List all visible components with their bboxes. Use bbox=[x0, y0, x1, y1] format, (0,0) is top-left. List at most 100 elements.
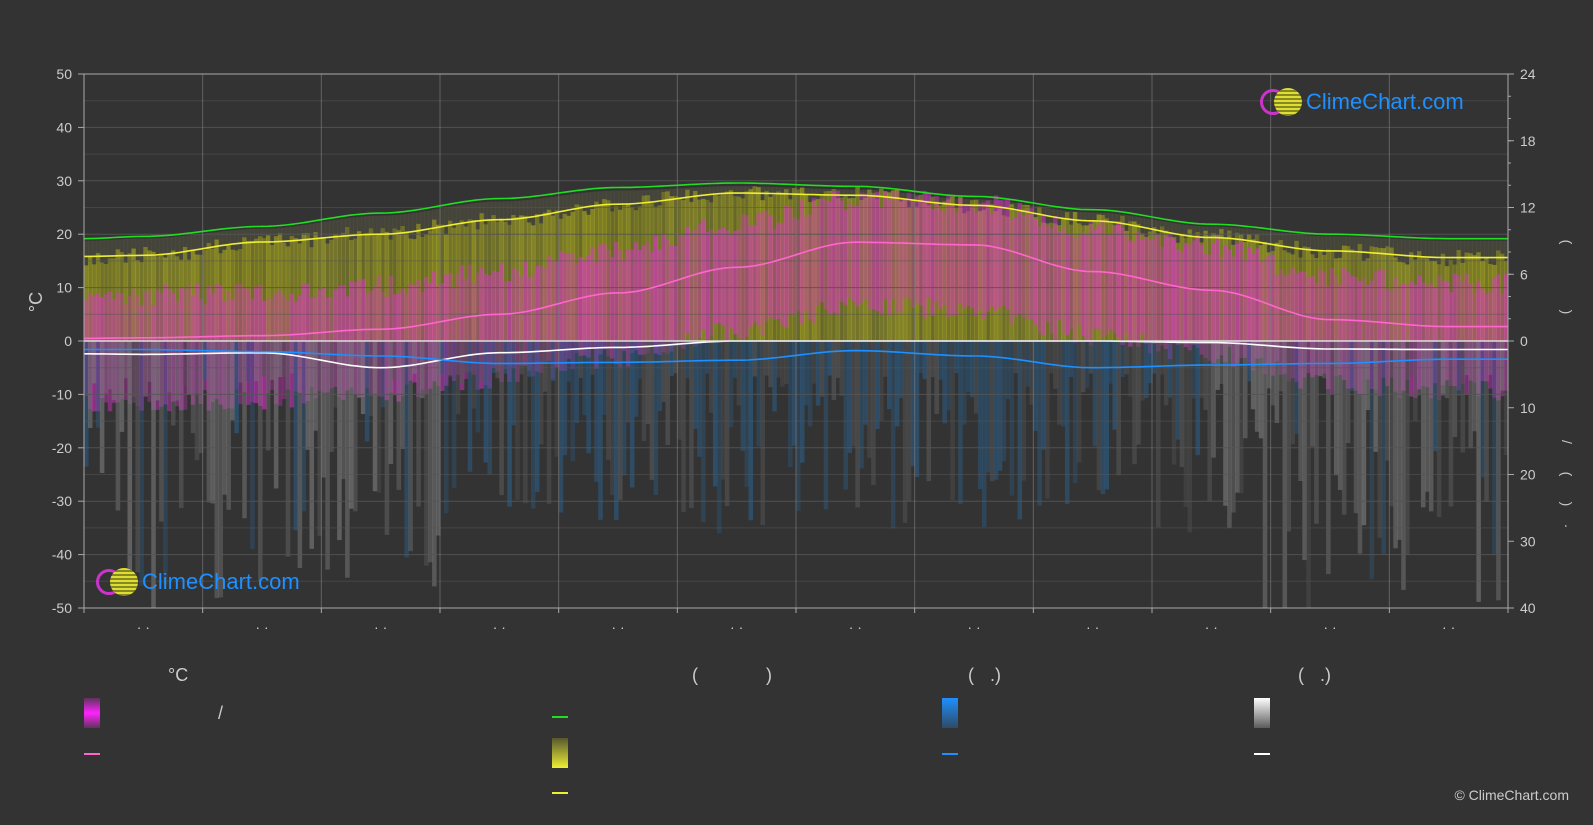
precipitation-bar bbox=[594, 341, 599, 482]
sunshine-band bbox=[708, 202, 714, 341]
daylight-band bbox=[1484, 240, 1489, 258]
precipitation-bar bbox=[341, 341, 346, 480]
precipitation-bar bbox=[163, 341, 168, 585]
daylight-band bbox=[317, 222, 322, 238]
temperature-band bbox=[1444, 281, 1450, 381]
precipitation-bar bbox=[1337, 341, 1343, 490]
temperature-band bbox=[1183, 242, 1189, 347]
daylight-band bbox=[570, 194, 576, 212]
precipitation-bar bbox=[1152, 341, 1157, 374]
temperature-band bbox=[1227, 249, 1232, 347]
sunshine-band bbox=[977, 211, 983, 341]
precipitation-bar bbox=[1302, 341, 1307, 561]
temperature-band bbox=[1330, 267, 1335, 395]
precipitation-bar bbox=[1033, 341, 1038, 431]
temperature-band bbox=[1314, 282, 1319, 376]
temperature-band bbox=[1025, 208, 1030, 320]
precipitation-bar bbox=[578, 341, 583, 378]
daylight-band bbox=[155, 238, 160, 257]
daylight-band bbox=[1432, 240, 1438, 262]
daylight-band bbox=[1179, 224, 1185, 234]
sunshine-band bbox=[1053, 223, 1058, 341]
temperature-band bbox=[930, 209, 936, 316]
sunshine-band bbox=[186, 259, 192, 341]
temperature-band bbox=[744, 214, 750, 337]
left-tick-label: -30 bbox=[52, 493, 72, 509]
daylight-band bbox=[289, 226, 295, 236]
daylight-band bbox=[1322, 236, 1327, 255]
daylight-band bbox=[610, 190, 615, 212]
precipitation-bar bbox=[1448, 341, 1454, 507]
right-top-tick-label: 6 bbox=[1520, 266, 1528, 282]
sunshine-band bbox=[1484, 257, 1489, 341]
daylight-band bbox=[368, 215, 374, 229]
precipitation-bar bbox=[297, 341, 303, 569]
precipitation-bar bbox=[376, 341, 382, 493]
sunshine-band bbox=[641, 195, 647, 341]
precipitation-bar bbox=[495, 341, 500, 379]
sunshine-band bbox=[1045, 223, 1050, 341]
sunshine-band bbox=[463, 226, 469, 341]
daylight-band bbox=[962, 199, 967, 214]
precipitation-bar bbox=[1183, 341, 1189, 507]
temperature-band bbox=[997, 199, 1003, 308]
precipitation-bar bbox=[1155, 341, 1161, 528]
temperature-band bbox=[1017, 202, 1023, 315]
precipitation-bar bbox=[657, 341, 663, 411]
daylight-band bbox=[123, 238, 129, 263]
precipitation-bar bbox=[337, 341, 342, 541]
daylight-band bbox=[578, 193, 583, 206]
daylight-band bbox=[206, 232, 212, 243]
daylight-band bbox=[1270, 231, 1276, 251]
logo-bottom-left[interactable]: ClimeChart.com bbox=[96, 568, 300, 596]
precipitation-bar bbox=[143, 341, 148, 396]
sunshine-band bbox=[107, 258, 113, 341]
sunshine-band bbox=[1132, 221, 1137, 341]
daylight-band bbox=[515, 200, 520, 218]
logo-top-right[interactable]: ClimeChart.com bbox=[1260, 88, 1464, 116]
precipitation-bar bbox=[1163, 341, 1169, 406]
temperature-band bbox=[1211, 243, 1216, 364]
daylight-band bbox=[214, 231, 220, 240]
temperature-band bbox=[629, 249, 635, 353]
precipitation-bar bbox=[989, 341, 995, 482]
precipitation-bar bbox=[1187, 341, 1193, 533]
daylight-band bbox=[1337, 236, 1343, 258]
precipitation-bar bbox=[946, 341, 951, 411]
temperature-band bbox=[1100, 219, 1106, 338]
temperature-band bbox=[1041, 215, 1046, 336]
temperature-band bbox=[1080, 232, 1086, 337]
sunshine-band bbox=[989, 204, 995, 341]
precipitation-bar bbox=[566, 341, 572, 382]
axes: 50 40 30 20 10 0 -10 -20 -30 -40 -50 24 18 12 6 0 10 20 30… bbox=[52, 66, 1575, 635]
daylight-band bbox=[159, 237, 164, 254]
precipitation-bar bbox=[997, 341, 1003, 471]
sunshine-band bbox=[760, 200, 765, 341]
precipitation-bar bbox=[570, 341, 576, 462]
precipitation-bar bbox=[178, 341, 184, 509]
sunshine-band bbox=[1112, 224, 1117, 341]
precipitation-bar bbox=[1029, 341, 1034, 405]
temperature-band bbox=[443, 274, 449, 386]
sunshine-band bbox=[1496, 250, 1501, 341]
temperature-band bbox=[428, 282, 433, 389]
sunshine-band bbox=[1369, 246, 1375, 341]
precipitation-bar bbox=[174, 341, 180, 401]
daylight-band bbox=[1436, 240, 1442, 265]
daylight-band bbox=[293, 226, 299, 238]
daylight-band bbox=[190, 234, 196, 252]
sunshine-band bbox=[879, 188, 884, 341]
daylight-band bbox=[380, 215, 386, 229]
daylight-band bbox=[491, 201, 496, 216]
sunshine-band bbox=[1088, 223, 1094, 341]
precipitation-bar bbox=[1306, 341, 1311, 608]
daylight-band bbox=[202, 233, 208, 250]
precipitation-bar bbox=[392, 341, 398, 380]
daylight-band bbox=[1061, 210, 1066, 220]
temperature-band bbox=[708, 229, 714, 337]
left-tick-label: 50 bbox=[56, 66, 72, 82]
temperature-band bbox=[993, 195, 999, 311]
precipitation-bar bbox=[155, 341, 160, 401]
temperature-band bbox=[645, 241, 651, 353]
sunshine-band bbox=[606, 200, 611, 341]
